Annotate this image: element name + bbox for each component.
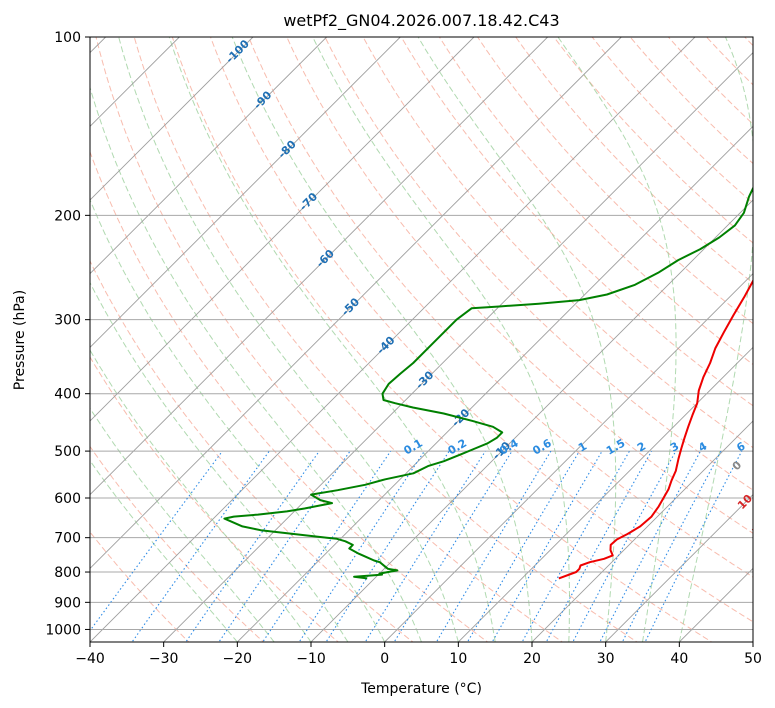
mixing-ratio-line <box>364 450 486 642</box>
isotherm-line <box>90 37 327 275</box>
mixing-ratio-line <box>599 450 701 642</box>
dry-adiabat-label: 20 <box>750 518 770 538</box>
mixing-ratio-line <box>572 450 677 642</box>
plot-frame <box>89 36 754 643</box>
y-tick-label: 1000 <box>45 622 81 638</box>
dry-adiabat-line <box>286 37 753 534</box>
mixing-ratio-line <box>218 450 351 642</box>
x-axis-ticks: −40 −30 −20 −10 0 10 20 30 40 50 <box>75 642 762 667</box>
moist-adiabat-line <box>118 37 459 642</box>
x-tick-label: 40 <box>670 651 688 667</box>
x-tick-label: −30 <box>149 651 179 667</box>
moist-adiabat-line <box>90 349 312 642</box>
x-tick-label: −10 <box>296 651 326 667</box>
isotherm-line <box>90 37 475 422</box>
y-tick-label: 600 <box>54 491 81 507</box>
profile-series <box>223 186 753 580</box>
isotherm-line <box>90 37 401 348</box>
dry-adiabat-line <box>209 37 753 623</box>
y-tick-label: 100 <box>54 30 81 46</box>
isotherm-line <box>310 199 753 642</box>
mixing-ratio-line <box>393 450 513 642</box>
chart-title: wetPf2_GN04.2026.007.18.42.C43 <box>283 11 559 31</box>
isotherm-line <box>163 52 753 642</box>
y-axis-label: Pressure (hPa) <box>12 290 28 390</box>
mixing-ratio-line <box>262 450 392 642</box>
moist-adiabat-line <box>90 407 275 642</box>
x-tick-label: 10 <box>449 651 467 667</box>
moist-adiabat-line <box>678 37 753 642</box>
isotherm-line <box>90 37 696 642</box>
x-axis-label: Temperature (°C) <box>360 681 482 697</box>
isotherm-line <box>90 37 622 569</box>
isotherm-line <box>384 273 753 642</box>
moist-adiabat-line <box>90 198 386 642</box>
dry-adiabat-line <box>324 37 753 491</box>
isotherm-line <box>90 37 548 496</box>
moist-adiabat-line <box>231 37 533 642</box>
x-tick-label: 20 <box>523 651 541 667</box>
dry-adiabat-line <box>400 37 753 407</box>
y-tick-label: 800 <box>54 565 81 581</box>
y-tick-label: 500 <box>54 444 81 460</box>
y-tick-label: 900 <box>54 595 81 611</box>
isotherm-line <box>458 346 753 642</box>
moist-adiabat-line <box>168 37 496 642</box>
moist-adiabat-line <box>417 37 617 642</box>
x-tick-label: 30 <box>597 651 615 667</box>
y-tick-label: 400 <box>54 387 81 403</box>
isotherm-line <box>605 494 753 642</box>
isotherm-line <box>531 420 753 642</box>
x-tick-label: 50 <box>744 651 762 667</box>
dry-adiabat-line <box>90 150 489 642</box>
temperature-profile-line <box>558 278 753 580</box>
y-tick-label: 300 <box>54 313 81 329</box>
mixing-ratio-line <box>185 450 320 642</box>
mixing-ratio-line <box>90 450 223 632</box>
moist-adiabat-line <box>90 281 349 642</box>
y-axis-ticks: 1000 900 800 700 600 500 400 300 200 100 <box>45 30 90 638</box>
moist-adiabat-line <box>90 85 422 642</box>
mixing-ratio-line <box>621 450 722 642</box>
mixing-ratio-line <box>298 450 425 642</box>
mixing-ratio-line <box>466 450 580 642</box>
isotherm-line <box>237 125 753 642</box>
y-tick-label: 200 <box>54 208 81 224</box>
dewpoint-profile-line <box>223 186 753 580</box>
y-tick-label: 700 <box>54 531 81 547</box>
mixing-ratio-line <box>325 450 450 642</box>
x-tick-label: 0 <box>380 651 389 667</box>
isotherm-line <box>90 37 254 201</box>
background-lines <box>90 37 753 642</box>
x-tick-label: −40 <box>75 651 105 667</box>
mixing-ratio-line <box>131 450 270 642</box>
x-tick-label: −20 <box>223 651 253 667</box>
moist-adiabat-line <box>90 459 238 642</box>
dry-adiabat-line <box>248 37 753 578</box>
moist-adiabat-line <box>312 37 570 642</box>
